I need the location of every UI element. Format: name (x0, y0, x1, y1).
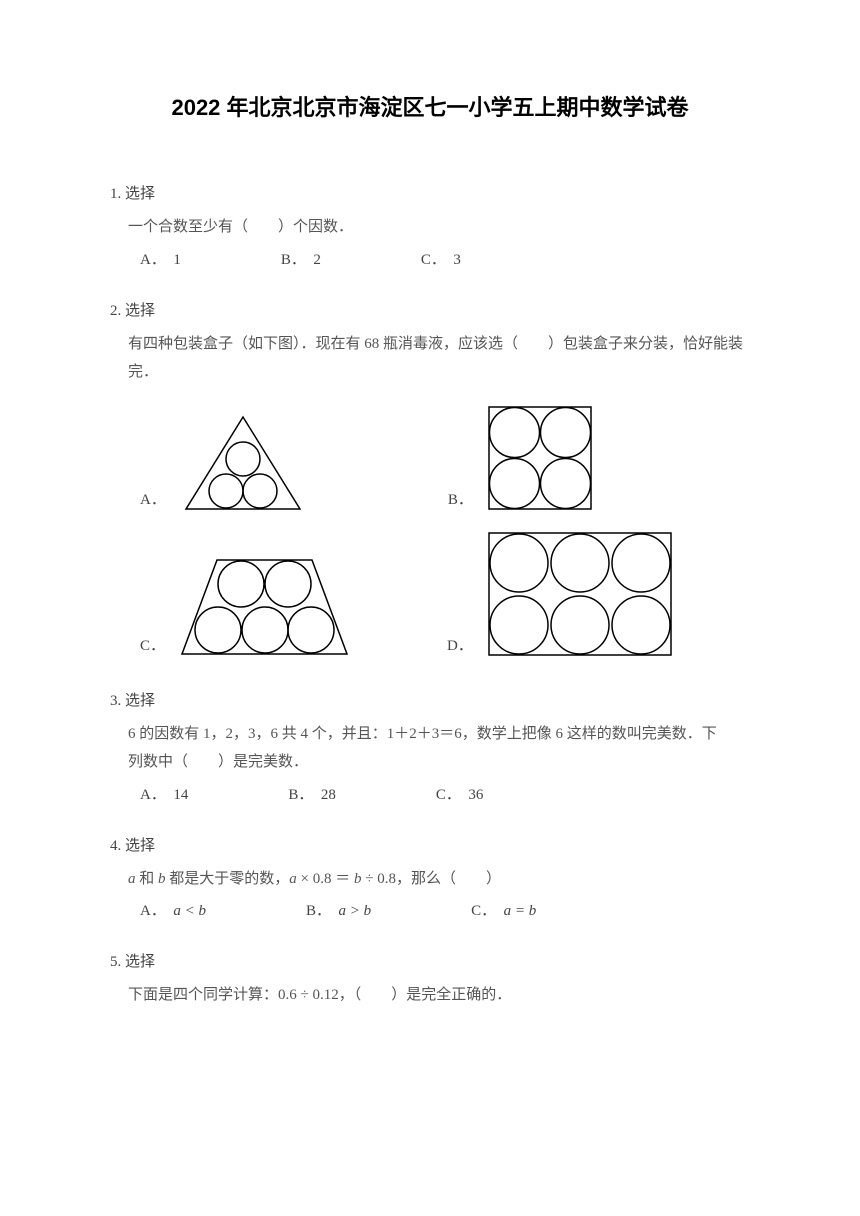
question-4-text: a 和 b 都是大于零的数，a × 0.8 ＝ b ÷ 0.8，那么（ ） (128, 865, 750, 894)
question-4: 4. 选择 a 和 b 都是大于零的数，a × 0.8 ＝ b ÷ 0.8，那么… (110, 834, 750, 921)
q2-label-d: D． (447, 634, 473, 655)
exam-title: 2022 年北京北京市海淀区七一小学五上期中数学试卷 (110, 90, 750, 122)
question-3-number: 3. 选择 (110, 689, 750, 710)
q4-var-a2: a (289, 871, 297, 887)
q1-opt-c: C． 3 (421, 248, 461, 269)
q2-diagram-b-block: B． (448, 403, 595, 513)
q1-opt-a: A． 1 (140, 248, 181, 269)
q2-diagrams-row-1: A． B． (140, 403, 750, 513)
q3-opt-c: C． 36 (436, 783, 484, 804)
q2-diagram-d-block: D． (447, 529, 675, 659)
q4-opt-a: A． a < b (140, 899, 206, 920)
question-4-number: 4. 选择 (110, 834, 750, 855)
question-1-number: 1. 选择 (110, 182, 750, 203)
q2-diagrams-row-2: C． D． (140, 529, 750, 659)
q2-diagram-c-block: C． (140, 554, 352, 659)
q2-label-a: A． (140, 488, 166, 509)
q2-diagram-b (485, 403, 595, 513)
question-5-text: 下面是四个同学计算：0.6 ÷ 0.12，（ ）是完全正确的． (128, 981, 750, 1010)
q3-opt-a: A． 14 (140, 783, 188, 804)
question-1: 1. 选择 一个合数至少有（ ）个因数． A． 1 B． 2 C． 3 (110, 182, 750, 269)
question-3: 3. 选择 6 的因数有 1，2，3，6 共 4 个，并且：1＋2＋3＝6，数学… (110, 689, 750, 804)
q4-var-b2: b (354, 871, 362, 887)
q2-diagram-a (178, 413, 308, 513)
question-3-text-1: 6 的因数有 1，2，3，6 共 4 个，并且：1＋2＋3＝6，数学上把像 6 … (128, 720, 750, 749)
question-1-text: 一个合数至少有（ ）个因数． (128, 213, 750, 242)
q4-var-b1: b (158, 871, 166, 887)
q2-diagram-d (485, 529, 675, 659)
question-5: 5. 选择 下面是四个同学计算：0.6 ÷ 0.12，（ ）是完全正确的． (110, 950, 750, 1010)
q4-opt-c: C． a = b (471, 899, 536, 920)
q4-var-a1: a (128, 871, 136, 887)
q1-opt-b: B． 2 (281, 248, 321, 269)
question-3-text-2: 列数中（ ）是完美数． (128, 748, 750, 777)
q3-opt-b: B． 28 (288, 783, 336, 804)
q4-opt-b: B． a > b (306, 899, 371, 920)
q2-label-c: C． (140, 634, 165, 655)
question-2-number: 2. 选择 (110, 299, 750, 320)
q2-diagram-c (177, 554, 352, 659)
q2-label-b: B． (448, 488, 473, 509)
question-1-options: A． 1 B． 2 C． 3 (140, 248, 750, 269)
question-4-options: A． a < b B． a > b C． a = b (140, 899, 750, 920)
question-5-number: 5. 选择 (110, 950, 750, 971)
q2-diagram-a-block: A． (140, 413, 308, 513)
question-2: 2. 选择 有四种包装盒子（如下图）．现在有 68 瓶消毒液，应该选（ ）包装盒… (110, 299, 750, 659)
question-3-options: A． 14 B． 28 C． 36 (140, 783, 750, 804)
question-2-text: 有四种包装盒子（如下图）．现在有 68 瓶消毒液，应该选（ ）包装盒子来分装，恰… (128, 330, 750, 387)
